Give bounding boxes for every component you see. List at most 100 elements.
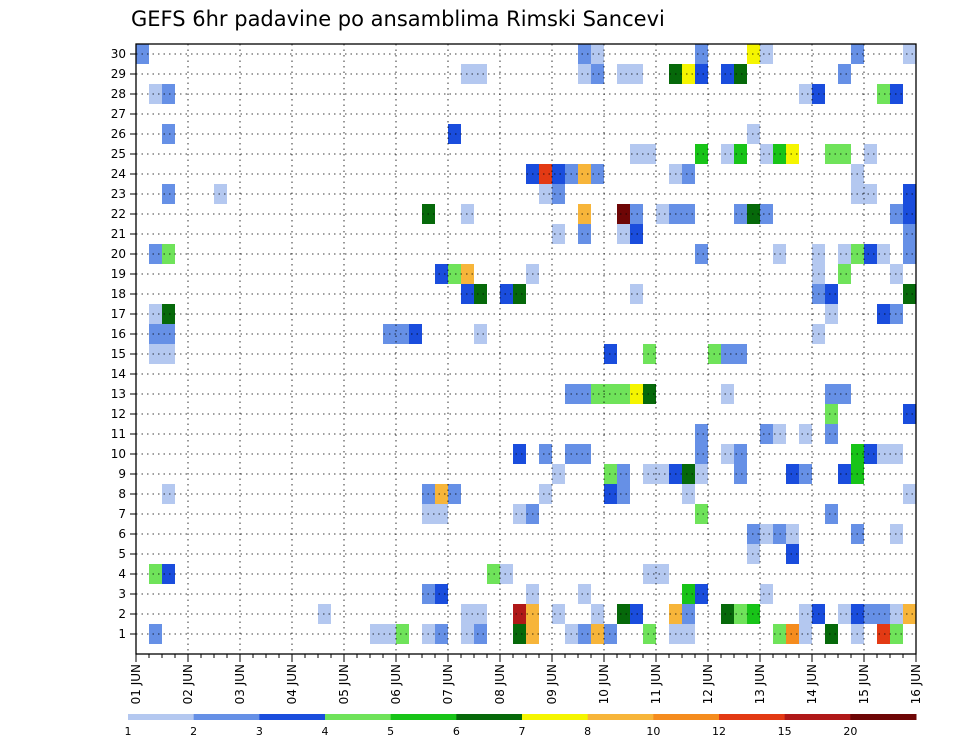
heatmap-cell <box>539 444 552 464</box>
heatmap-cell <box>786 524 799 544</box>
heatmap-cell <box>435 264 448 284</box>
y-tick-label: 2 <box>118 607 126 621</box>
heatmap-cell <box>786 144 799 164</box>
heatmap-cell <box>825 384 838 404</box>
heatmap-cell <box>396 624 409 644</box>
y-tick-label: 23 <box>111 187 126 201</box>
legend-tick-label: 3 <box>256 725 263 738</box>
heatmap-cell <box>617 384 630 404</box>
legend-swatch <box>587 714 654 720</box>
heatmap-cell <box>734 204 747 224</box>
heatmap-cell <box>734 64 747 84</box>
heatmap-cell <box>643 464 656 484</box>
heatmap-cell <box>682 164 695 184</box>
legend-tick-label: 6 <box>453 725 460 738</box>
heatmap-cell <box>162 124 175 144</box>
heatmap-cell <box>617 604 630 624</box>
y-tick-label: 30 <box>111 47 126 61</box>
legend-swatch <box>390 714 457 720</box>
heatmap-cell <box>799 424 812 444</box>
heatmap-cell <box>474 284 487 304</box>
heatmap-cell <box>513 624 526 644</box>
y-tick-label: 12 <box>111 407 126 421</box>
legend-tick-label: 20 <box>843 725 857 738</box>
heatmap-cell <box>695 504 708 524</box>
heatmap-cell <box>760 44 773 64</box>
legend-swatch <box>850 714 917 720</box>
heatmap-cell <box>513 504 526 524</box>
heatmap-cell <box>617 224 630 244</box>
chart-title: GEFS 6hr padavine po ansamblima Rimski S… <box>131 7 665 31</box>
heatmap-cell <box>578 384 591 404</box>
heatmap-cell <box>695 144 708 164</box>
heatmap-cell <box>617 464 630 484</box>
heatmap-cell <box>695 424 708 444</box>
heatmap-cell <box>149 304 162 324</box>
heatmap-cell <box>149 564 162 584</box>
heatmap-cell <box>903 604 916 624</box>
heatmap-cell <box>760 524 773 544</box>
y-tick-label: 7 <box>118 507 126 521</box>
heatmap-cell <box>695 444 708 464</box>
heatmap-cell <box>474 64 487 84</box>
heatmap-cell <box>838 244 851 264</box>
legend-swatch <box>128 714 195 720</box>
heatmap-cell <box>578 624 591 644</box>
y-tick-label: 14 <box>111 367 126 381</box>
heatmap-cell <box>591 64 604 84</box>
heatmap-cell <box>721 444 734 464</box>
heatmap-cell <box>682 484 695 504</box>
heatmap-cell <box>500 284 513 304</box>
y-tick-label: 16 <box>111 327 126 341</box>
heatmap-cell <box>513 444 526 464</box>
heatmap-cell <box>591 44 604 64</box>
legend-swatch <box>522 714 589 720</box>
heatmap-cell <box>591 604 604 624</box>
legend-tick-label: 2 <box>190 725 197 738</box>
heatmap-cell <box>643 144 656 164</box>
y-tick-label: 3 <box>118 587 126 601</box>
heatmap-cell <box>370 624 383 644</box>
heatmap-cell <box>760 424 773 444</box>
heatmap-cell <box>500 564 513 584</box>
legend-swatch <box>259 714 326 720</box>
heatmap-cell <box>617 64 630 84</box>
y-tick-label: 6 <box>118 527 126 541</box>
heatmap-cell <box>578 64 591 84</box>
heatmap-cell <box>435 504 448 524</box>
heatmap-cell <box>162 244 175 264</box>
heatmap-cell <box>786 624 799 644</box>
heatmap-cell <box>162 484 175 504</box>
heatmap-cell <box>721 64 734 84</box>
heatmap-cell <box>760 584 773 604</box>
legend-swatch <box>456 714 523 720</box>
y-tick-label: 27 <box>111 107 126 121</box>
heatmap-cell <box>903 484 916 504</box>
x-tick-label: 08 JUN <box>493 664 507 704</box>
heatmap-cell <box>825 304 838 324</box>
heatmap-cell <box>864 244 877 264</box>
heatmap-cell <box>578 44 591 64</box>
heatmap-cell <box>786 464 799 484</box>
heatmap-cell <box>838 264 851 284</box>
heatmap-cell <box>903 204 916 224</box>
heatmap-cell <box>617 484 630 504</box>
heatmap-cell <box>435 624 448 644</box>
heatmap-cell <box>799 84 812 104</box>
y-tick-label: 18 <box>111 287 126 301</box>
heatmap-cell <box>643 624 656 644</box>
heatmap-cell <box>799 604 812 624</box>
color-legend: 1 2 3 4 5 6 7 8 10 12 15 20 <box>125 714 917 738</box>
heatmap-cell <box>838 144 851 164</box>
x-tick-label: 15 JUN <box>857 664 871 704</box>
y-tick-label: 9 <box>118 467 126 481</box>
heatmap-cell <box>864 184 877 204</box>
heatmap-cell <box>903 284 916 304</box>
y-tick-label: 13 <box>111 387 126 401</box>
heatmap-cell <box>825 424 838 444</box>
heatmap-cell <box>838 384 851 404</box>
heatmap-cell <box>591 384 604 404</box>
heatmap-cell <box>578 444 591 464</box>
y-tick-label: 24 <box>111 167 126 181</box>
